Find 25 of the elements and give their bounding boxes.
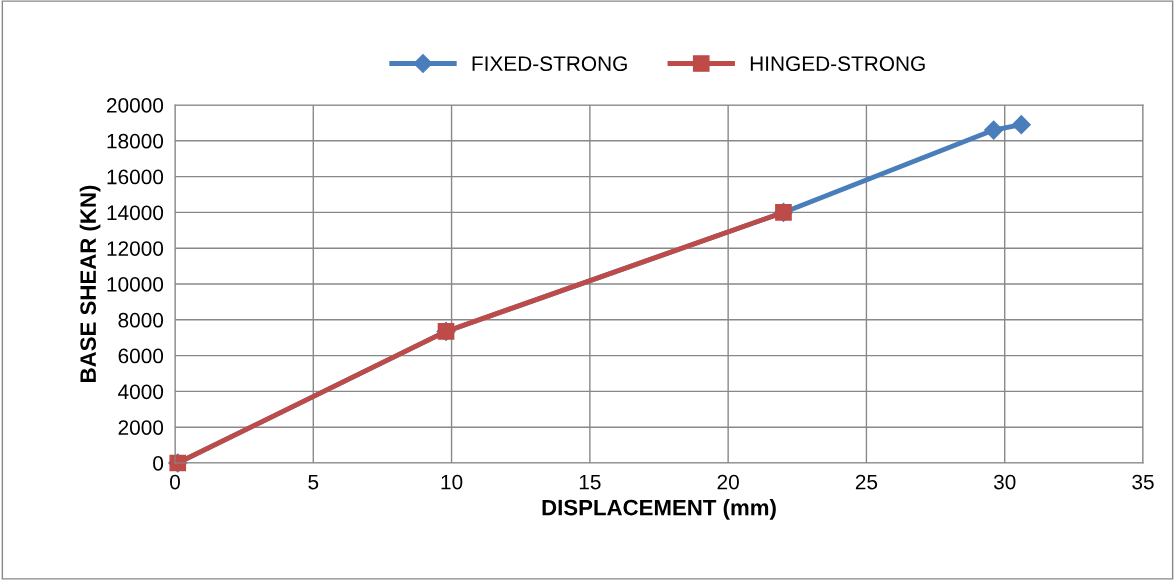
point <box>984 120 1004 140</box>
y-tick-label: 0 <box>153 456 164 471</box>
x-tick-label: 15 <box>579 474 601 490</box>
x-axis-title: DISPLACEMENT (mm) <box>542 499 776 520</box>
y-tick-label: 12000 <box>107 241 164 256</box>
point <box>1011 115 1031 135</box>
x-tick-label: 25 <box>855 474 878 490</box>
x-tick-label: 10 <box>441 474 463 490</box>
x-tick-label: 5 <box>308 474 319 490</box>
y-tick-label: 18000 <box>107 133 164 149</box>
x-tick-label: 35 <box>1132 474 1154 490</box>
y-tick-label: 16000 <box>107 169 164 185</box>
x-tick-label: 20 <box>717 474 739 490</box>
y-tick-label: 10000 <box>107 277 164 292</box>
y-axis-title: BASE SHEAR (KN) <box>79 185 101 382</box>
y-tick-label: 14000 <box>107 205 164 221</box>
y-tick-label: 4000 <box>118 384 164 400</box>
legend-label: HINGED-STRONG <box>750 56 925 72</box>
x-tick-label: 0 <box>170 474 180 490</box>
y-tick-label: 8000 <box>118 312 164 328</box>
legend-label: FIXED-STRONG <box>472 56 627 72</box>
y-tick-label: 20000 <box>107 98 164 113</box>
y-tick-label: 2000 <box>118 420 164 435</box>
y-tick-label: 6000 <box>118 348 164 364</box>
x-tick-label: 30 <box>993 474 1016 490</box>
